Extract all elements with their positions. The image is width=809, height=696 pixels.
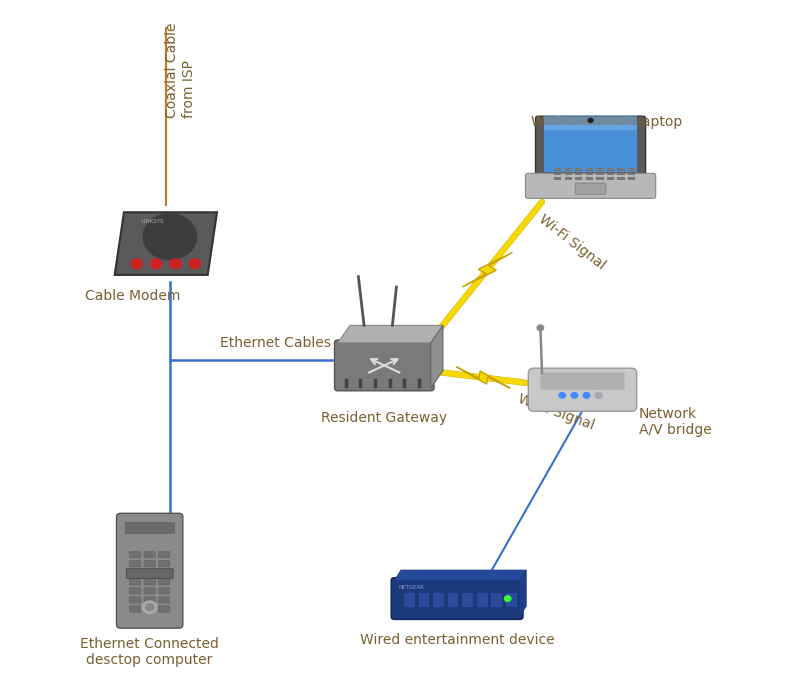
Text: Wired entertainment device: Wired entertainment device xyxy=(360,633,554,647)
FancyBboxPatch shape xyxy=(404,593,413,606)
Circle shape xyxy=(583,393,590,398)
FancyBboxPatch shape xyxy=(434,593,443,606)
FancyBboxPatch shape xyxy=(116,514,183,628)
FancyBboxPatch shape xyxy=(129,587,141,594)
FancyBboxPatch shape xyxy=(129,596,141,603)
FancyBboxPatch shape xyxy=(575,177,582,180)
FancyBboxPatch shape xyxy=(129,606,141,612)
FancyBboxPatch shape xyxy=(575,168,582,171)
FancyBboxPatch shape xyxy=(575,183,606,194)
FancyBboxPatch shape xyxy=(129,569,141,576)
Text: Ethernet Connected
desctop computer: Ethernet Connected desctop computer xyxy=(80,637,219,667)
Circle shape xyxy=(537,325,544,331)
FancyBboxPatch shape xyxy=(144,606,155,612)
FancyBboxPatch shape xyxy=(159,587,170,594)
FancyBboxPatch shape xyxy=(554,173,561,175)
FancyBboxPatch shape xyxy=(144,569,155,576)
FancyBboxPatch shape xyxy=(565,168,572,171)
Text: Cable Modem: Cable Modem xyxy=(85,289,180,303)
Polygon shape xyxy=(519,570,526,617)
FancyBboxPatch shape xyxy=(596,177,604,180)
FancyBboxPatch shape xyxy=(491,593,501,606)
Circle shape xyxy=(131,259,142,269)
FancyBboxPatch shape xyxy=(528,368,637,411)
Text: Network
A/V bridge: Network A/V bridge xyxy=(639,407,712,437)
Circle shape xyxy=(150,259,162,269)
FancyBboxPatch shape xyxy=(617,177,625,180)
FancyBboxPatch shape xyxy=(159,606,170,612)
FancyBboxPatch shape xyxy=(125,522,175,535)
FancyBboxPatch shape xyxy=(144,587,155,594)
Text: Wi-Fi equipped laptop: Wi-Fi equipped laptop xyxy=(532,115,682,129)
FancyBboxPatch shape xyxy=(144,579,155,585)
Polygon shape xyxy=(394,570,526,580)
Circle shape xyxy=(505,596,511,601)
FancyBboxPatch shape xyxy=(554,177,561,180)
FancyBboxPatch shape xyxy=(586,173,593,175)
FancyBboxPatch shape xyxy=(159,579,170,585)
Circle shape xyxy=(146,603,154,611)
Text: Wi-Fi Signal: Wi-Fi Signal xyxy=(536,212,608,272)
FancyBboxPatch shape xyxy=(575,173,582,175)
Circle shape xyxy=(143,214,197,260)
FancyBboxPatch shape xyxy=(391,578,523,619)
FancyBboxPatch shape xyxy=(335,340,434,390)
FancyBboxPatch shape xyxy=(525,173,655,198)
Circle shape xyxy=(189,259,201,269)
FancyBboxPatch shape xyxy=(477,593,486,606)
FancyBboxPatch shape xyxy=(628,177,635,180)
FancyBboxPatch shape xyxy=(129,551,141,558)
FancyBboxPatch shape xyxy=(159,569,170,576)
Circle shape xyxy=(588,118,593,122)
FancyBboxPatch shape xyxy=(544,115,637,130)
FancyBboxPatch shape xyxy=(159,561,170,567)
FancyBboxPatch shape xyxy=(596,173,604,175)
Circle shape xyxy=(595,393,602,398)
Polygon shape xyxy=(338,326,443,343)
Circle shape xyxy=(595,393,602,398)
Text: Coaxial Cable
from ISP: Coaxial Cable from ISP xyxy=(165,23,196,118)
FancyBboxPatch shape xyxy=(628,173,635,175)
FancyBboxPatch shape xyxy=(536,116,646,180)
Text: Resident Gateway: Resident Gateway xyxy=(321,411,447,425)
FancyBboxPatch shape xyxy=(159,596,170,603)
Circle shape xyxy=(170,259,181,269)
FancyBboxPatch shape xyxy=(419,593,429,606)
FancyBboxPatch shape xyxy=(144,596,155,603)
Text: NETGEAR: NETGEAR xyxy=(398,585,424,590)
FancyBboxPatch shape xyxy=(565,173,572,175)
FancyBboxPatch shape xyxy=(617,168,625,171)
FancyBboxPatch shape xyxy=(586,177,593,180)
FancyBboxPatch shape xyxy=(607,173,614,175)
FancyBboxPatch shape xyxy=(596,168,604,171)
Circle shape xyxy=(571,393,578,398)
Text: Ethernet Cables: Ethernet Cables xyxy=(219,336,331,350)
FancyBboxPatch shape xyxy=(506,593,515,606)
FancyBboxPatch shape xyxy=(565,177,572,180)
FancyBboxPatch shape xyxy=(617,173,625,175)
Circle shape xyxy=(142,601,157,614)
FancyBboxPatch shape xyxy=(607,177,614,180)
FancyBboxPatch shape xyxy=(447,593,457,606)
Polygon shape xyxy=(462,253,513,287)
FancyBboxPatch shape xyxy=(607,168,614,171)
FancyBboxPatch shape xyxy=(544,125,637,172)
FancyBboxPatch shape xyxy=(159,551,170,558)
FancyBboxPatch shape xyxy=(586,168,593,171)
Polygon shape xyxy=(430,326,443,388)
Text: LINKSYS: LINKSYS xyxy=(142,219,164,224)
FancyBboxPatch shape xyxy=(144,561,155,567)
Polygon shape xyxy=(115,212,217,275)
FancyBboxPatch shape xyxy=(540,372,625,390)
Circle shape xyxy=(559,393,565,398)
FancyBboxPatch shape xyxy=(628,168,635,171)
Polygon shape xyxy=(456,367,510,388)
Text: Wi-Fi Signal: Wi-Fi Signal xyxy=(515,391,596,432)
FancyBboxPatch shape xyxy=(126,569,173,578)
FancyBboxPatch shape xyxy=(554,168,561,171)
FancyBboxPatch shape xyxy=(129,579,141,585)
FancyBboxPatch shape xyxy=(144,551,155,558)
FancyBboxPatch shape xyxy=(129,561,141,567)
FancyBboxPatch shape xyxy=(462,593,472,606)
